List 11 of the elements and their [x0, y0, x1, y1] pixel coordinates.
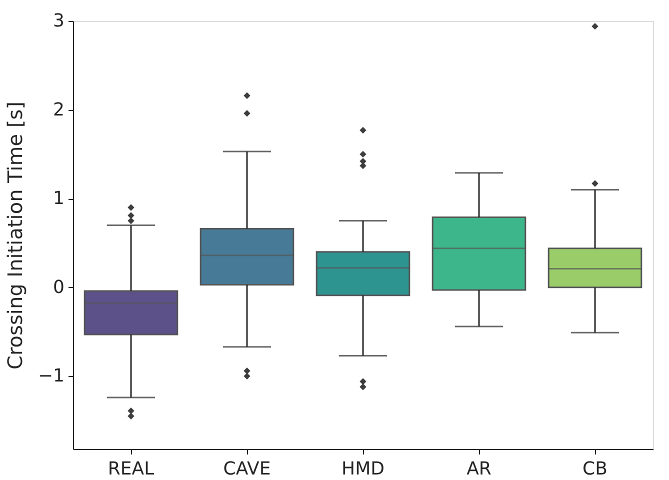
x-tick-label: AR: [466, 458, 492, 480]
x-tick-label: HMD: [342, 458, 384, 480]
y-tick-label: 1: [53, 188, 64, 210]
y-tick-label: 2: [53, 99, 64, 120]
y-tick-label: 3: [53, 10, 64, 32]
y-axis-title: Crossing Initiation Time [s]: [2, 102, 27, 370]
x-tick-label: CB: [582, 458, 608, 480]
x-tick-label: REAL: [108, 458, 154, 480]
y-tick-label: −1: [38, 366, 64, 387]
x-tick-label: CAVE: [223, 458, 271, 480]
y-tick-label: 0: [53, 276, 64, 298]
